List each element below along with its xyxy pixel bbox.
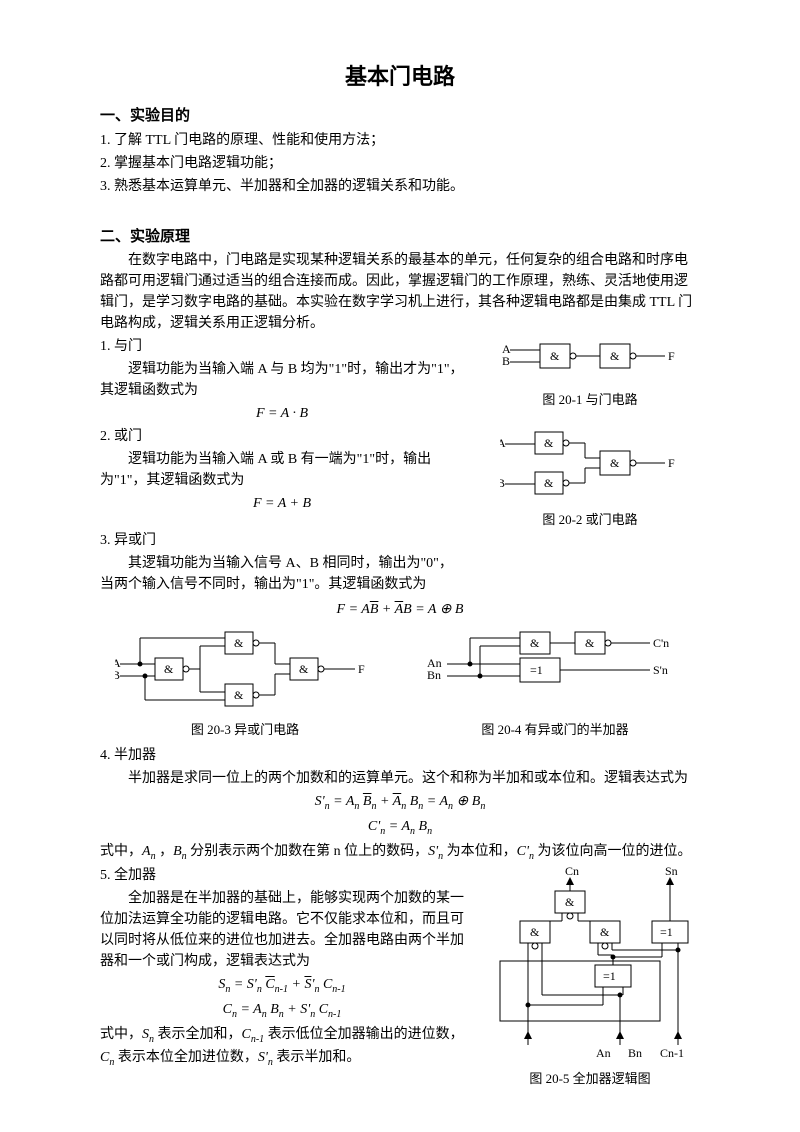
half-formula1: S'n = An Bn + An Bn = An ⊕ Bn <box>100 791 700 814</box>
or-desc: 逻辑功能为当输入端 A 或 B 有一端为"1"时，输出为"1"，其逻辑函数式为 <box>100 449 464 491</box>
and-caption: 图 20-1 与门电路 <box>480 390 700 410</box>
and-formula: F = A · B <box>100 403 464 424</box>
svg-text:=1: =1 <box>660 925 673 939</box>
svg-text:Cn: Cn <box>565 865 579 878</box>
full-adder-diagram: Cn Sn & & & =1 =1 <box>480 865 700 1065</box>
xor-formula: F = AB + AB = A ⊕ B <box>100 599 700 620</box>
svg-text:Bn: Bn <box>427 668 441 682</box>
xor-desc: 其逻辑功能为当输入信号 A、B 相同时，输出为"0"，当两个输入信号不同时，输出… <box>100 553 464 595</box>
svg-text:B: B <box>500 476 505 490</box>
svg-text:F: F <box>668 349 675 363</box>
svg-text:S'n: S'n <box>653 663 668 677</box>
or-caption: 图 20-2 或门电路 <box>480 510 700 530</box>
svg-text:C'n: C'n <box>653 636 669 650</box>
page-title: 基本门电路 <box>100 60 700 93</box>
xor-circuit-diagram: A B & & & <box>115 626 375 716</box>
full-head: 5. 全加器 <box>100 865 464 886</box>
or-head: 2. 或门 <box>100 426 464 447</box>
svg-text:&: & <box>565 895 575 909</box>
s2-intro: 在数字电路中，门电路是实现某种逻辑关系的最基本的单元，任何复杂的组合电路和时序电… <box>100 250 700 334</box>
half-caption-right: 图 20-4 有异或门的半加器 <box>410 720 700 740</box>
svg-text:&: & <box>544 436 554 450</box>
svg-text:&: & <box>600 925 610 939</box>
half-desc: 半加器是求同一位上的两个加数和的运算单元。这个和称为半加和或本位和。逻辑表达式为 <box>100 768 700 789</box>
section1-head: 一、实验目的 <box>100 105 700 128</box>
svg-text:Sn: Sn <box>665 865 678 878</box>
svg-text:&: & <box>530 636 540 650</box>
and-circuit-diagram: A B & & F <box>500 336 680 386</box>
svg-text:&: & <box>610 456 620 470</box>
svg-text:=1: =1 <box>530 663 543 677</box>
and-desc: 逻辑功能为当输入端 A 与 B 均为"1"时，输出才为"1"，其逻辑函数式为 <box>100 359 464 401</box>
full-desc: 全加器是在半加器的基础上，能够实现两个加数的某一位加法运算全功能的逻辑电路。它不… <box>100 888 464 972</box>
svg-text:&: & <box>585 636 595 650</box>
svg-text:Cn-1: Cn-1 <box>660 1046 684 1060</box>
svg-text:&: & <box>550 349 560 363</box>
svg-text:Bn: Bn <box>628 1046 642 1060</box>
svg-text:&: & <box>234 636 244 650</box>
xor-head: 3. 异或门 <box>100 530 464 551</box>
full-formula2: Cn = An Bn + S'n Cn-1 <box>100 999 464 1022</box>
svg-text:&: & <box>530 925 540 939</box>
or-formula: F = A + B <box>100 493 464 514</box>
svg-text:B: B <box>115 668 120 682</box>
s1-item3: 3. 熟悉基本运算单元、半加器和全加器的逻辑关系和功能。 <box>100 176 700 197</box>
and-head: 1. 与门 <box>100 336 464 357</box>
svg-text:A: A <box>500 436 506 450</box>
section2-head: 二、实验原理 <box>100 226 700 249</box>
svg-text:&: & <box>164 662 174 676</box>
half-tail: 式中，An ，Bn 分别表示两个加数在第 n 位上的数码，S'n 为本位和，C'… <box>100 841 700 864</box>
svg-text:&: & <box>234 688 244 702</box>
svg-text:An: An <box>596 1046 611 1060</box>
full-caption: 图 20-5 全加器逻辑图 <box>480 1069 700 1089</box>
s1-item2: 2. 掌握基本门电路逻辑功能； <box>100 153 700 174</box>
full-tail: 式中，Sn 表示全加和，Cn-1 表示低位全加器输出的进位数，Cn 表示本位全加… <box>100 1024 464 1070</box>
half-head: 4. 半加器 <box>100 745 700 766</box>
svg-text:&: & <box>544 476 554 490</box>
svg-text:F: F <box>668 456 675 470</box>
svg-text:F: F <box>358 662 365 676</box>
s1-item1: 1. 了解 TTL 门电路的原理、性能和使用方法； <box>100 130 700 151</box>
svg-text:&: & <box>299 662 309 676</box>
or-circuit-diagram: A & B & & F <box>500 426 680 506</box>
svg-text:B: B <box>502 354 510 368</box>
svg-text:&: & <box>610 349 620 363</box>
half-formula2: C'n = An Bn <box>100 816 700 839</box>
half-adder-diagram: An Bn & & C'n =1 S'n <box>425 626 685 716</box>
full-formula1: Sn = S'n Cn-1 + S'n Cn-1 <box>100 974 464 997</box>
xor-caption: 图 20-3 异或门电路 <box>100 720 390 740</box>
svg-text:=1: =1 <box>603 969 616 983</box>
